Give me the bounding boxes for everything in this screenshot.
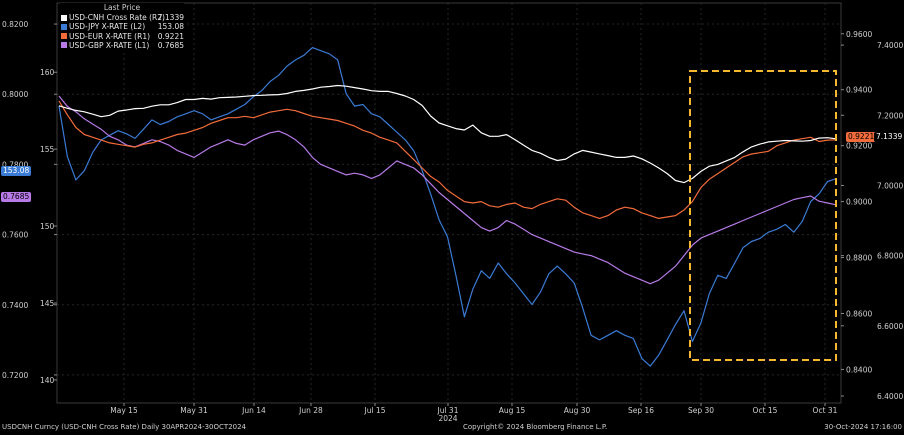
legend-swatch [61, 23, 67, 30]
y-tick-label-L1: 0.7600 [2, 231, 28, 240]
y-tick-label-R2: 6.8000 [877, 252, 903, 261]
y-tick-label-R1: 0.9400 [846, 86, 872, 95]
legend-value: 153.08 [157, 22, 184, 32]
legend-label: USD-GBP X-RATE (L1) [69, 40, 150, 50]
y-tick-label-R1: 0.9600 [846, 30, 872, 39]
y-tick-label-L2: 150 [40, 222, 55, 231]
series-line-L2 [58, 46, 837, 367]
x-tick-label: Jun 14 [241, 406, 266, 415]
x-tick-label: Jul 15 [364, 406, 386, 415]
grid [56, 2, 842, 404]
x-tick-label: Jul 31 [437, 406, 459, 415]
y-tick-label-L2: 155 [40, 145, 55, 154]
legend: Last Price USD-CNH Cross Rate (R2) 7.133… [60, 3, 184, 53]
legend-label: USD-CNH Cross Rate (R2) [69, 13, 165, 23]
y-tick-label-L2: 140 [40, 376, 55, 385]
series-line-L1 [58, 95, 837, 285]
legend-swatch [61, 42, 67, 49]
legend-header: Last Price [103, 3, 141, 12]
x-tick-label: Aug 15 [499, 406, 526, 415]
y-tick-label-R2: 6.4000 [877, 392, 903, 401]
series-line-R1 [58, 100, 837, 219]
x-tick-label: Aug 30 [564, 406, 591, 415]
x-tick-label: Jun 28 [298, 406, 323, 415]
right-axis-ticks: 0.9600 0.9400 0.9200 0.9000 0.8800 0.8600 0.84… [841, 30, 903, 401]
legend-value: 0.9221 [157, 31, 184, 41]
legend-label: USD-EUR X-RATE (R1) [69, 31, 151, 41]
footer-center: Copyright© 2024 Bloomberg Finance L.P. [463, 423, 608, 431]
highlight-box [689, 70, 837, 361]
y-tick-label-L1: 0.7800 [2, 160, 28, 169]
footer-left: USDCNH Curncy (USD-CNH Cross Rate) Daily… [2, 423, 247, 431]
x-tick-label: Oct 31 [813, 406, 838, 415]
y-tick-label-R1: 0.9000 [846, 198, 872, 207]
left-axis-ticks: 0.8200 0.8000 0.7800 0.7600 0.7400 0.7200 160 1… [2, 20, 57, 385]
legend-label: USD-JPY X-RATE (L2) [69, 22, 146, 32]
legend-item-gbp[interactable]: USD-GBP X-RATE (L1) 0.7685 [60, 41, 184, 50]
y-tick-label-L1: 0.8200 [2, 20, 28, 29]
y-tick-label-R2: 6.6000 [877, 322, 903, 331]
y-tick-label-R2: 7.2000 [877, 111, 903, 120]
footer-right: 30-Oct-2024 17:16:00 [824, 423, 902, 431]
x-tick-label: Sep 16 [628, 406, 654, 415]
y-tick-label-R1: 0.8400 [846, 365, 872, 374]
y-tick-label-R1: 0.9200 [846, 142, 872, 151]
x-tick-label: Sep 30 [688, 406, 714, 415]
y-tick-label-R2: 7.0000 [877, 181, 903, 190]
series-layer [58, 46, 837, 367]
x-axis-ticks: May 15 May 31 Jun 14 Jun 28 Jul 15 Jul 31 Aug … [110, 403, 838, 423]
y-tick-label-R1: 0.8800 [846, 254, 872, 263]
x-tick-label: May 15 [110, 406, 138, 415]
legend-item-jpy[interactable]: USD-JPY X-RATE (L2) 153.08 [60, 22, 184, 31]
y-tick-label-L1: 0.7400 [2, 301, 28, 310]
y-tick-label-L2: 160 [40, 68, 55, 77]
legend-item-eur[interactable]: USD-EUR X-RATE (R1) 0.9221 [60, 32, 184, 41]
legend-swatch [61, 14, 67, 21]
last-value-tag-cnh: 7.1339 [874, 132, 904, 142]
x-year-label: 2024 [438, 414, 457, 423]
series-line-R2 [58, 84, 837, 184]
x-tick-label: May 31 [180, 406, 208, 415]
legend-value: 7.1339 [157, 13, 184, 23]
legend-swatch [61, 33, 67, 40]
last-value-tag-gbp: 0.7685 [1, 192, 32, 202]
y-tick-label-R2: 7.4000 [877, 41, 903, 50]
plot-frame [56, 2, 842, 404]
y-tick-label-L2: 145 [40, 299, 55, 308]
y-tick-label-L1: 0.8000 [2, 90, 28, 99]
y-tick-label-R1: 0.8600 [846, 309, 872, 318]
legend-item-cnh[interactable]: USD-CNH Cross Rate (R2) 7.1339 [60, 13, 184, 22]
legend-value: 0.7685 [157, 40, 184, 50]
last-value-tag-jpy: 153.08 [1, 166, 32, 176]
y-tick-label-L1: 0.7200 [2, 371, 28, 380]
last-value-tag-eur: 0.9221 [846, 132, 877, 142]
x-tick-label: Oct 15 [753, 406, 778, 415]
